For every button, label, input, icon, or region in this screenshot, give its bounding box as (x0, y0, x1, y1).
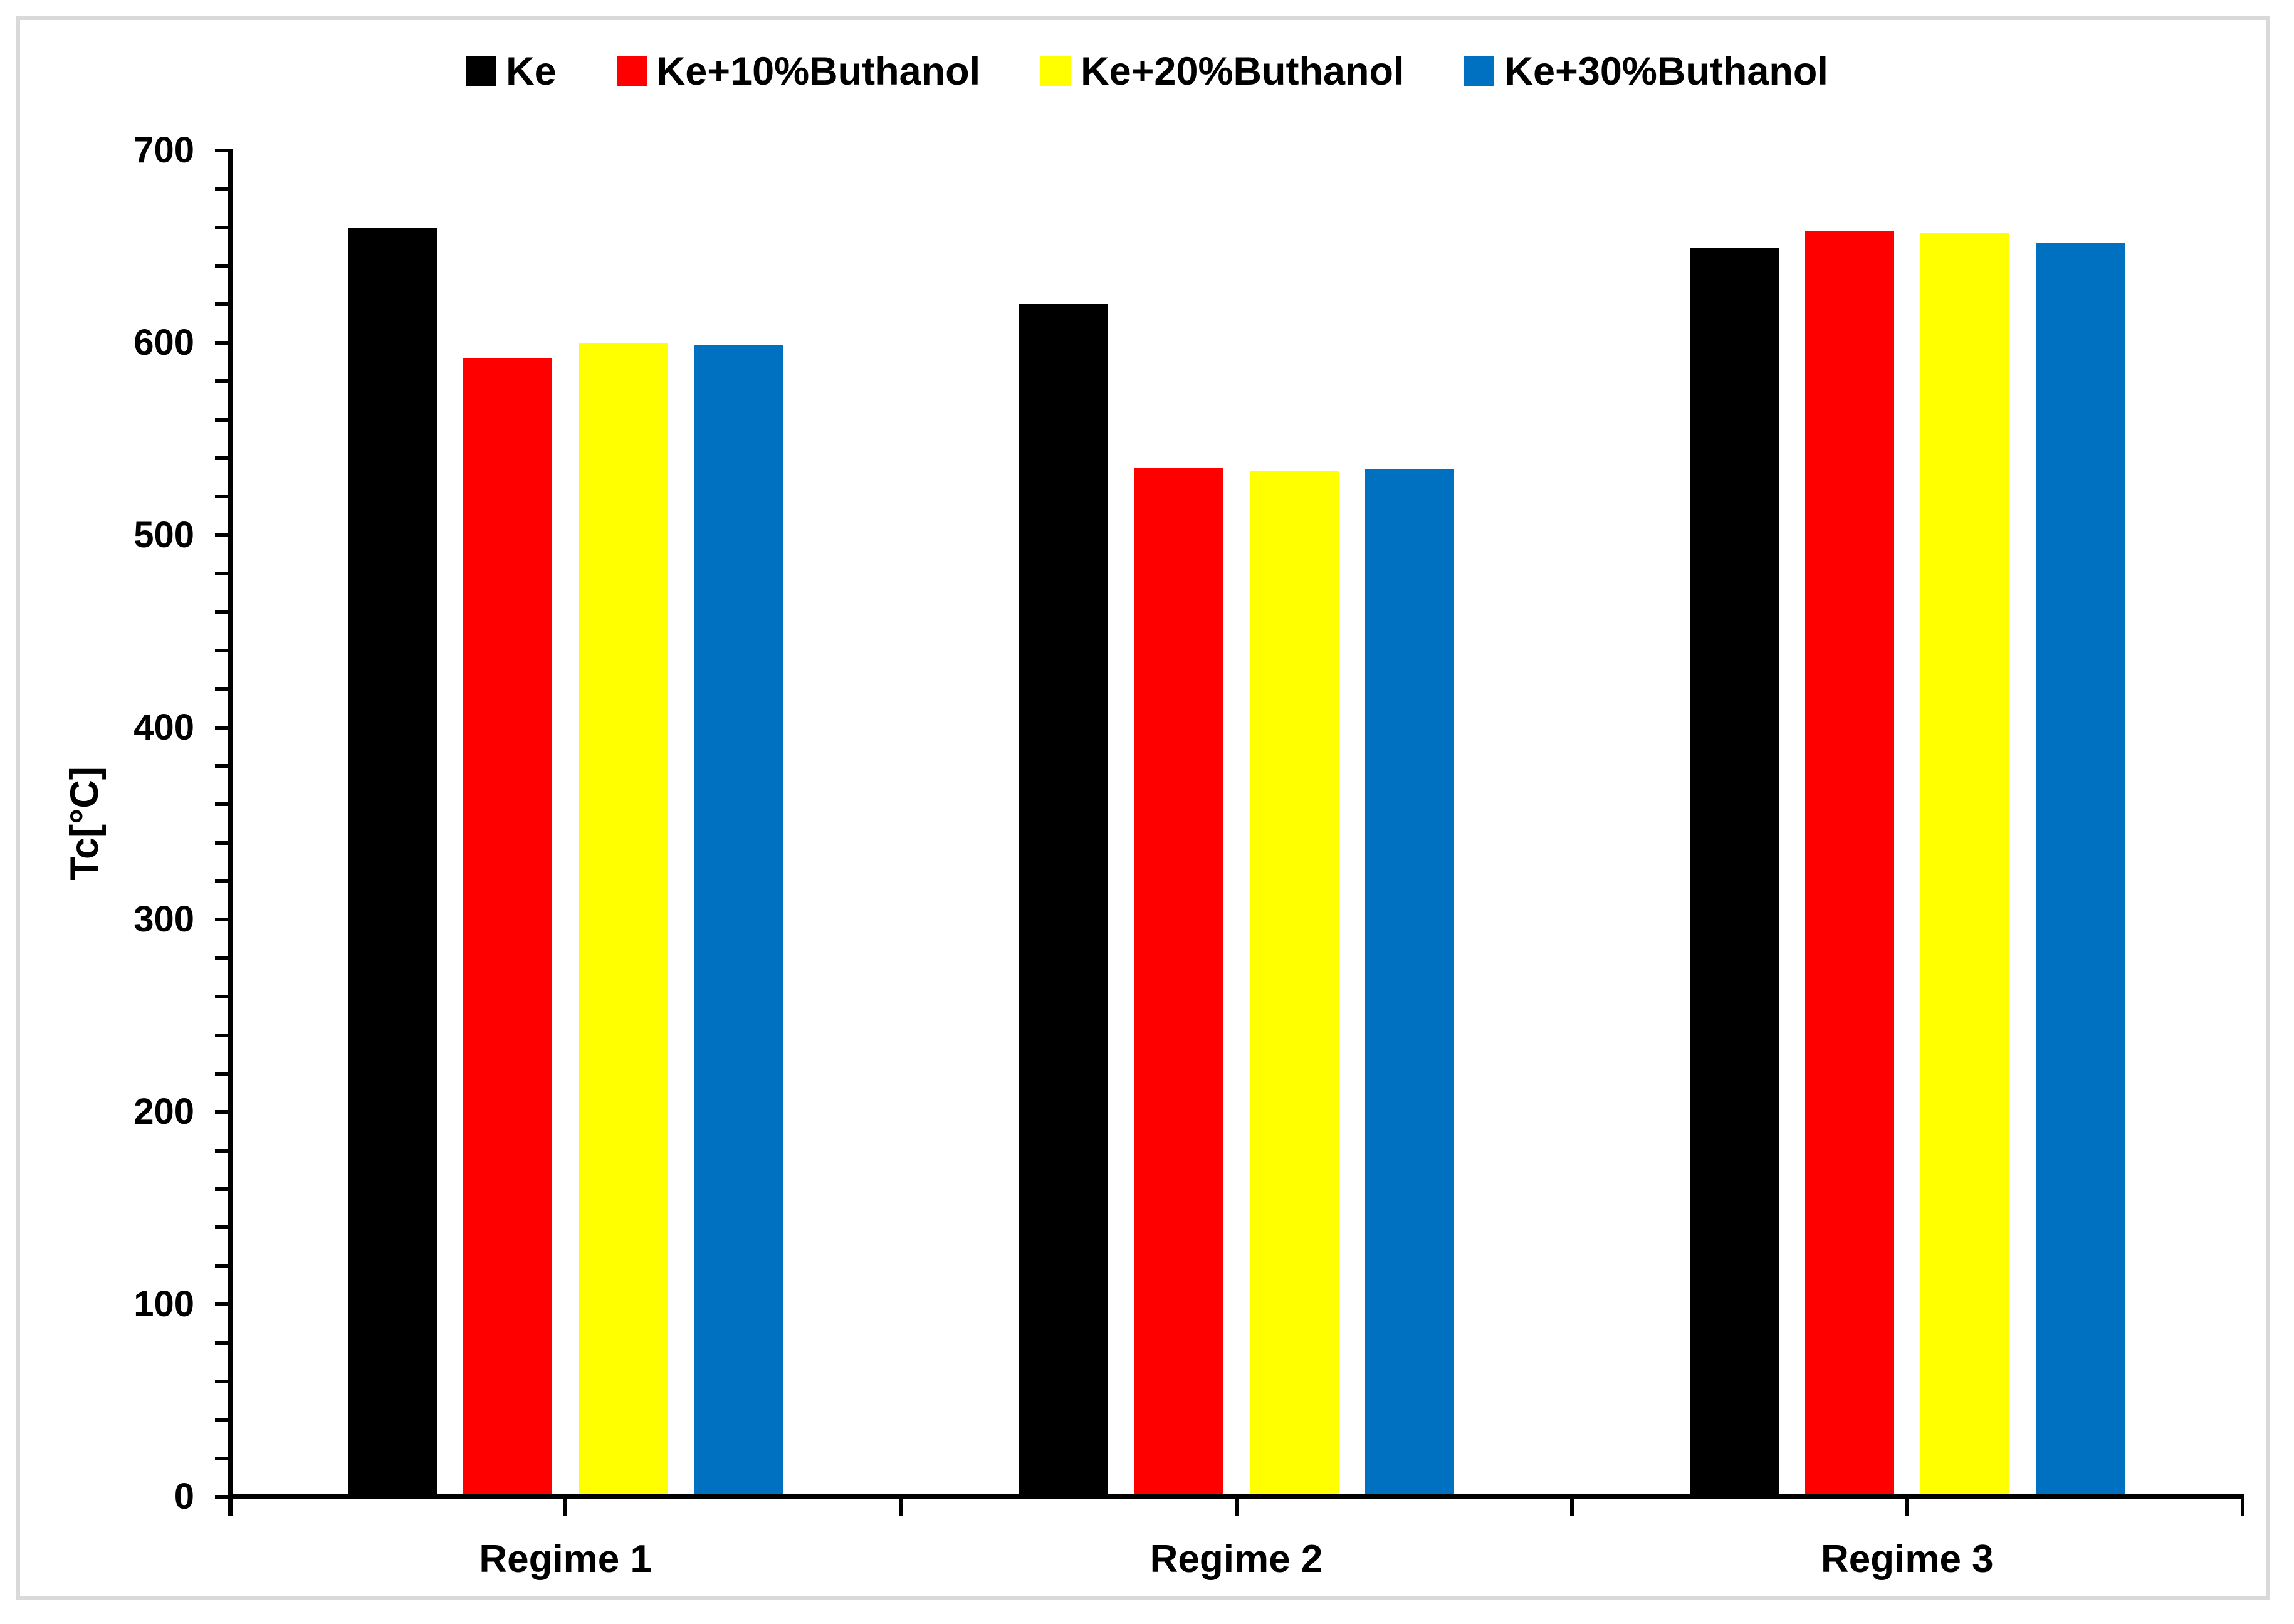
y-tick-label: 700 (134, 130, 194, 170)
y-axis-tick (215, 918, 228, 922)
y-axis-tick (215, 725, 228, 730)
legend-item-0: Ke (466, 49, 557, 94)
y-axis-tick (215, 302, 228, 306)
category-label: Regime 2 (1150, 1538, 1323, 1581)
y-axis-tick (215, 956, 228, 960)
legend-item-3: Ke+30%Buthanol (1464, 49, 1828, 94)
y-axis-tick (215, 802, 228, 807)
legend-swatch-icon (466, 56, 496, 86)
y-axis-tick (215, 264, 228, 268)
legend-label: Ke+20%Buthanol (1081, 50, 1405, 93)
y-axis-tick (215, 1187, 228, 1192)
legend-item-1: Ke+10%Buthanol (616, 49, 981, 94)
y-axis-tick (215, 533, 228, 537)
legend-item-2: Ke+20%Buthanol (1040, 49, 1404, 94)
y-axis-tick (215, 379, 228, 384)
y-axis-tick (215, 1379, 228, 1383)
y-axis-tick (215, 1148, 228, 1153)
bar-series0-cat1 (1019, 304, 1108, 1497)
y-axis-tick (215, 456, 228, 460)
bar-series3-cat2 (2035, 243, 2125, 1497)
bar-series1-cat1 (1134, 468, 1223, 1497)
chart-border (16, 16, 2270, 1600)
x-axis-line (228, 1494, 2244, 1499)
y-tick-label: 500 (134, 514, 194, 555)
y-axis-tick (215, 1302, 228, 1307)
y-axis-tick (215, 1495, 228, 1499)
y-axis-tick (215, 495, 228, 499)
bar-series3-cat0 (694, 344, 783, 1497)
y-axis-tick (215, 225, 228, 229)
y-axis-tick (215, 187, 228, 191)
x-axis-tick (563, 1499, 568, 1516)
y-axis-tick (215, 841, 228, 845)
x-axis-tick (2241, 1499, 2244, 1516)
legend-label: Ke+10%Buthanol (656, 50, 981, 93)
y-axis-tick (215, 1418, 228, 1422)
y-tick-label: 200 (134, 1091, 194, 1133)
legend-swatch-icon (616, 56, 647, 86)
legend-label: Ke (506, 50, 557, 93)
y-tick-label: 600 (134, 322, 194, 363)
y-axis-tick (215, 1264, 228, 1268)
y-axis-tick (215, 1071, 228, 1076)
y-axis-tick (215, 763, 228, 768)
y-axis-title: Tc[°C] (63, 767, 107, 881)
bar-series2-cat2 (1920, 233, 2009, 1497)
bar-series0-cat0 (348, 227, 437, 1497)
y-axis-tick (215, 1110, 228, 1114)
bar-series0-cat2 (1689, 248, 1779, 1497)
legend-swatch-icon (1464, 56, 1495, 86)
y-axis-tick (215, 1341, 228, 1345)
y-axis-tick (215, 1225, 228, 1230)
y-axis-tick (215, 648, 228, 652)
bar-series3-cat1 (1364, 469, 1454, 1497)
y-axis-tick (215, 610, 228, 614)
y-axis-tick (215, 995, 228, 999)
y-axis-line (228, 149, 233, 1516)
bar-series1-cat0 (463, 358, 553, 1497)
legend-label: Ke+30%Buthanol (1504, 50, 1828, 93)
y-tick-label: 400 (134, 706, 194, 748)
category-label: Regime 1 (479, 1538, 652, 1581)
y-axis-tick (215, 572, 228, 576)
y-tick-label: 0 (174, 1476, 194, 1517)
y-axis-tick (215, 1033, 228, 1037)
bar-series2-cat1 (1249, 471, 1339, 1497)
y-axis-tick (215, 1456, 228, 1460)
x-axis-tick (1569, 1499, 1574, 1516)
y-axis-tick (215, 417, 228, 422)
bar-series2-cat0 (579, 342, 668, 1497)
legend-swatch-icon (1040, 56, 1071, 86)
y-tick-label: 100 (134, 1284, 194, 1325)
y-axis-tick (215, 149, 228, 152)
category-label: Regime 3 (1820, 1538, 1994, 1581)
legend: Ke Ke+10%Buthanol Ke+20%Buthanol Ke+30%Buth… (0, 49, 2294, 94)
y-axis-tick (215, 340, 228, 345)
x-axis-tick (1905, 1499, 1909, 1516)
y-axis-tick (215, 687, 228, 691)
x-axis-tick (1234, 1499, 1239, 1516)
bar-series1-cat2 (1804, 231, 1894, 1497)
y-tick-label: 300 (134, 899, 194, 940)
y-axis-tick (215, 879, 228, 884)
x-axis-tick (899, 1499, 903, 1516)
